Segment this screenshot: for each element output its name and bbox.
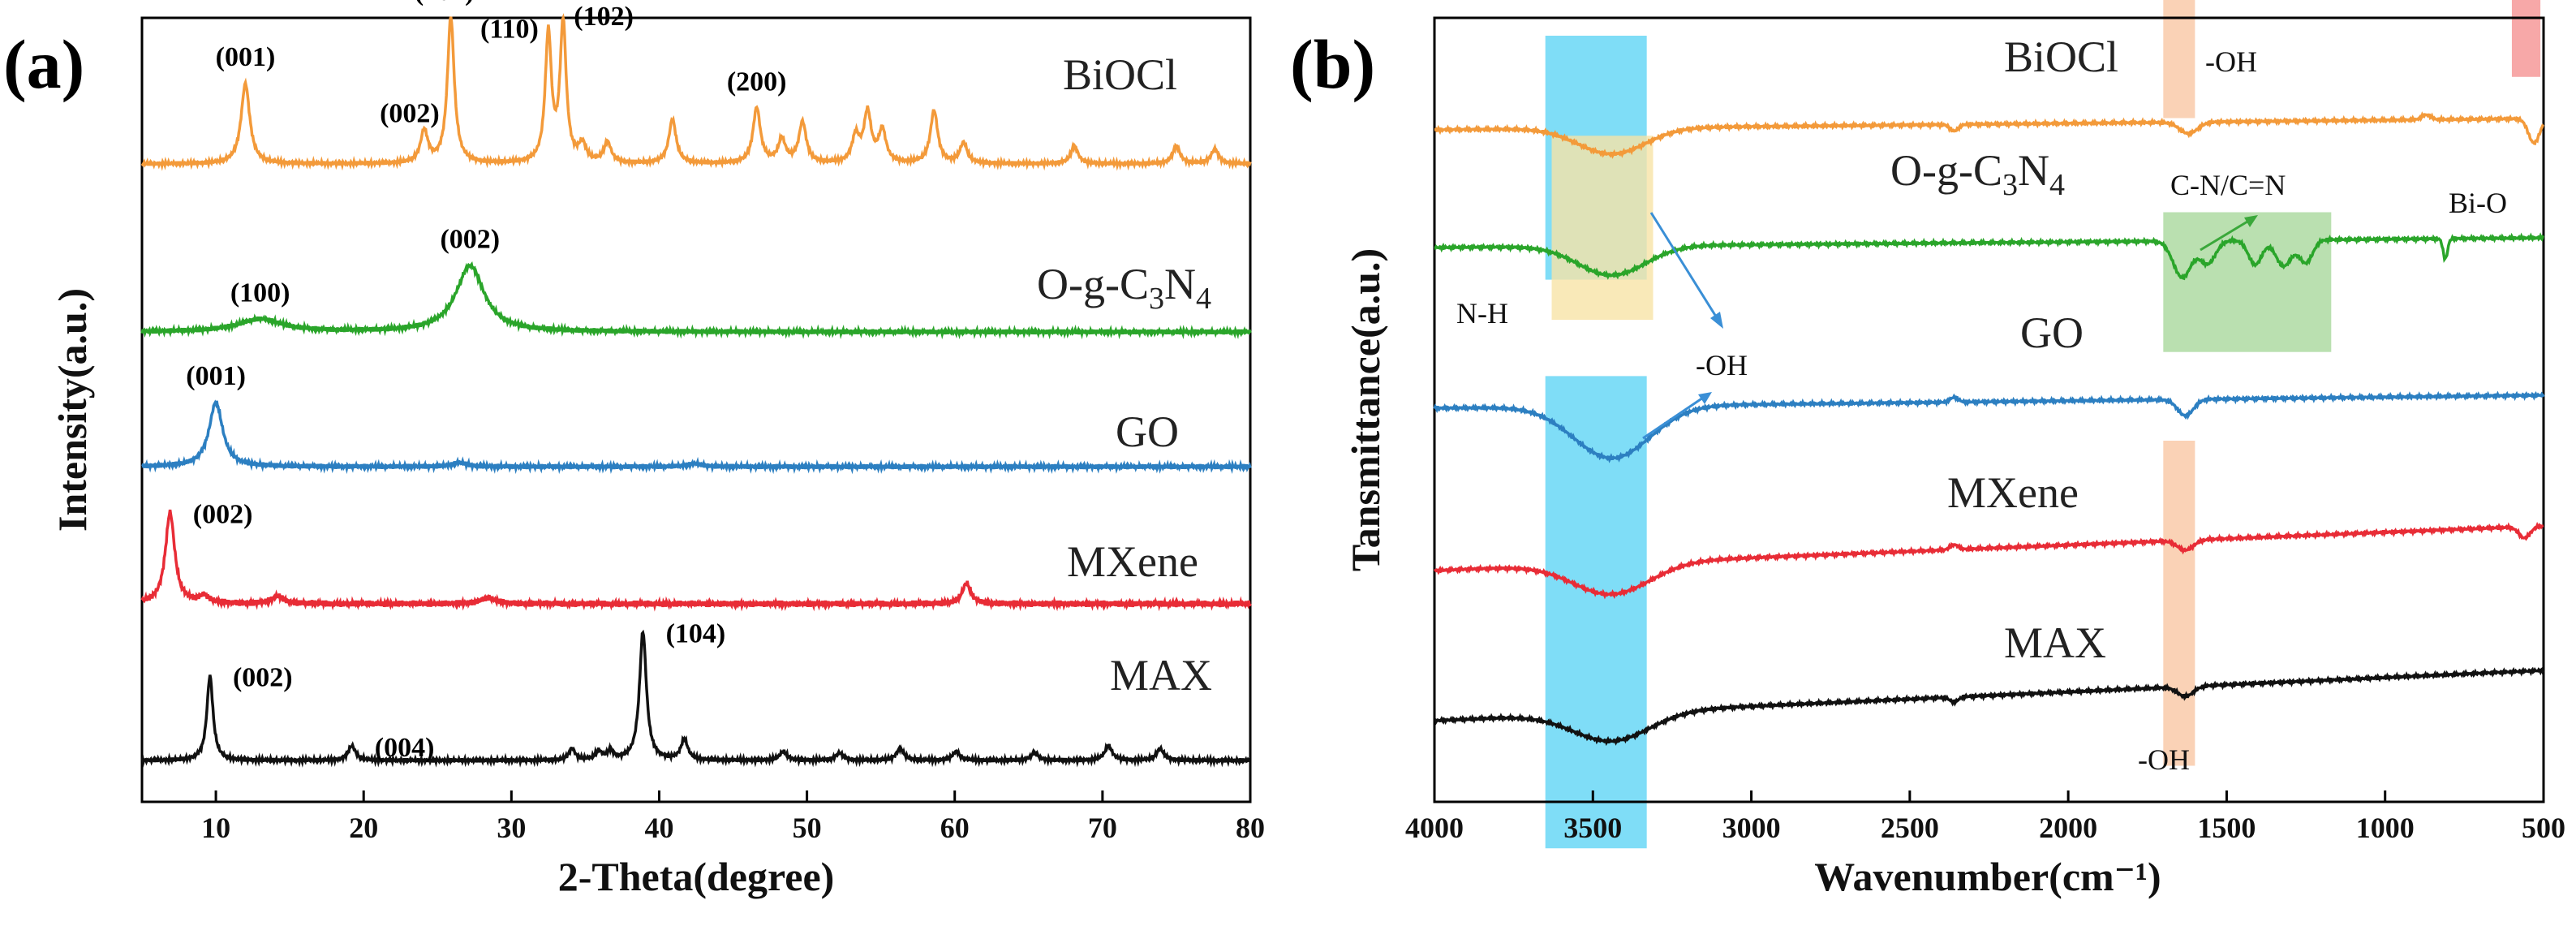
anno-oh-middle: -OH [1696,349,1748,381]
xrd-x-tick-label: 30 [497,812,526,844]
ftir-axes-frame [1433,16,2545,803]
xrd-peak-label: (200) [727,67,787,97]
xrd-peak-label: (102) [574,2,634,32]
ftir-name-mxene: MXene [1947,468,2079,517]
ftir-x-tick-label: 2000 [2039,812,2097,844]
panel-b-label: (b) [1290,25,1375,103]
ftir-band [2163,212,2332,352]
xrd-name-max: MAX [1110,651,1212,700]
xrd-x-ticks: 10 20 30 40 50 60 70 80 [201,790,1265,844]
xrd-x-tick-label: 50 [793,812,822,844]
xrd-x-tick-label: 70 [1088,812,1117,844]
xrd-line-go [141,399,1252,475]
xrd-peak-label: (002) [380,98,440,128]
xrd-name-go: GO [1116,407,1179,456]
ftir-name-ogc3n4: O-g-C3N4 [1890,146,2065,202]
ftir-name-go: GO [2020,308,2084,357]
xrd-x-axis-title: 2-Theta(degree) [558,854,835,899]
xrd-line-max [140,629,1251,768]
xrd-peak-label: (002) [440,224,500,254]
xrd-series [140,13,1252,768]
ftir-x-tick-label: 3500 [1563,812,1622,844]
xrd-peak-label: (101) [415,0,475,6]
xrd-peak-labels: (001) (002) (101) (110) (102) (200) (100) (002)… [186,0,786,763]
xrd-peak-label: (001) [186,361,246,391]
ftir-plot-area [1433,16,2545,803]
ftir-line-mxene [1433,521,2544,600]
xrd-line-ogc3n4 [140,261,1252,340]
xrd-plot-area [140,16,1252,803]
arrow-cn-head [2244,215,2258,227]
xrd-series-names: BiOCl O-g-C3N4 GO MXene MAX [1037,50,1212,700]
ftir-annotations: -OH N-H -OH C-N/C=N Bi-O -OH [1456,45,2507,776]
ftir-x-axis-title: Wavenumber(cm⁻¹) [1814,854,2161,899]
anno-nh: N-H [1456,297,1508,330]
xrd-y-axis-title: Intensity(a.u.) [49,288,95,532]
xrd-x-tick-label: 60 [940,812,970,844]
xrd-name-mxene: MXene [1067,537,1198,586]
xrd-axes-frame [140,16,1252,803]
xrd-line-biocl [140,13,1252,171]
anno-bio: Bi-O [2449,187,2507,219]
ftir-line-go [1433,390,2545,463]
xrd-name-ogc3n4: O-g-C3N4 [1037,260,1211,316]
ftir-x-tick-label: 2500 [1881,812,1939,844]
ftir-arrows [1642,212,2258,440]
xrd-peak-label: (002) [233,663,293,693]
ftir-line-ogc3n4 [1434,232,2545,281]
ftir-name-biocl: BiOCl [2004,32,2118,81]
ftir-band [1551,136,1654,321]
arrow-oh-from-band-head [1698,392,1712,404]
ftir-y-axis-title: Tansmittance(a.u.) [1343,248,1388,571]
ftir-line-max [1434,666,2545,747]
ftir-band [2163,441,2195,766]
xrd-x-tick-label: 80 [1236,812,1265,844]
ftir-x-ticks: 4000 3500 3000 2500 2000 1500 1000 500 [1405,790,2565,844]
xrd-x-tick-label: 40 [644,812,673,844]
xrd-peak-label: (110) [480,15,539,45]
ftir-line-biocl [1434,111,2545,159]
xrd-peak-label: (004) [375,733,435,763]
ftir-series [1433,111,2545,747]
xrd-peak-label: (104) [666,619,726,649]
xrd-peak-label: (100) [230,278,290,308]
arrow-oh-to-band-head [1710,312,1723,329]
ftir-x-tick-label: 3000 [1722,812,1781,844]
ftir-band [1545,376,1647,849]
ftir-x-tick-label: 1500 [2197,812,2256,844]
xrd-line-mxene [140,509,1252,612]
ftir-x-tick-label: 1000 [2356,812,2415,844]
panel-a-label: (a) [3,25,84,103]
arrow-oh-from-band [1642,394,1706,440]
arrow-cn [2200,218,2252,252]
anno-oh-bottom: -OH [2138,743,2190,776]
ftir-x-tick-label: 4000 [1405,812,1464,844]
xrd-name-biocl: BiOCl [1063,50,1177,99]
ftir-name-max: MAX [2004,618,2106,667]
xrd-x-tick-label: 20 [349,812,378,844]
ftir-band [2511,0,2541,77]
ftir-series-names: BiOCl O-g-C3N4 GO MXene MAX [1890,32,2118,667]
arrow-oh-to-band [1649,212,1722,324]
xrd-peak-label: (002) [193,500,253,530]
anno-oh-top: -OH [2205,45,2257,78]
xrd-peak-label: (001) [216,42,276,72]
anno-cn: C-N/C=N [2170,169,2286,201]
xrd-x-tick-label: 10 [201,812,230,844]
ftir-band [2163,0,2195,118]
ftir-x-tick-label: 500 [2522,812,2565,844]
